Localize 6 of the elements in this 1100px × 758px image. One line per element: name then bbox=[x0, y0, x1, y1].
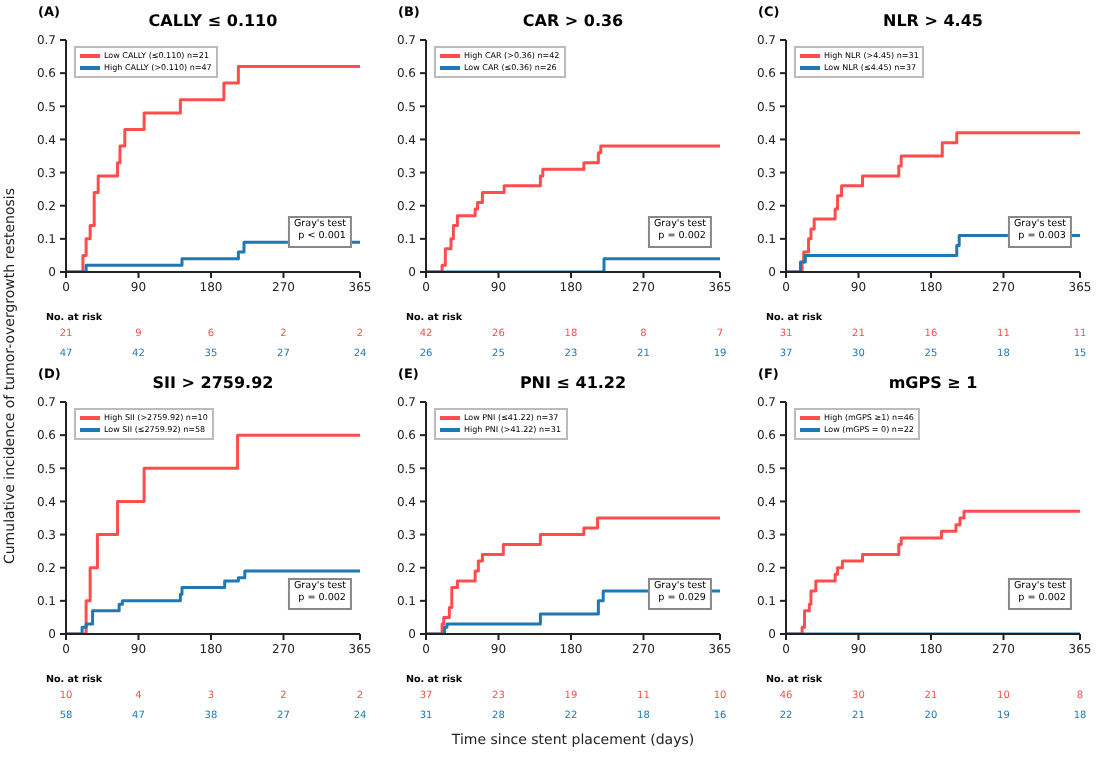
chart-title: CALLY ≤ 0.110 bbox=[146, 12, 280, 30]
chart-title: SII > 2759.92 bbox=[150, 374, 276, 392]
chart-title: mGPS ≥ 1 bbox=[886, 374, 980, 392]
chart-title: CAR > 0.36 bbox=[520, 12, 626, 30]
chart-title: NLR > 4.45 bbox=[881, 12, 985, 30]
chart-title: PNI ≤ 41.22 bbox=[517, 374, 629, 392]
